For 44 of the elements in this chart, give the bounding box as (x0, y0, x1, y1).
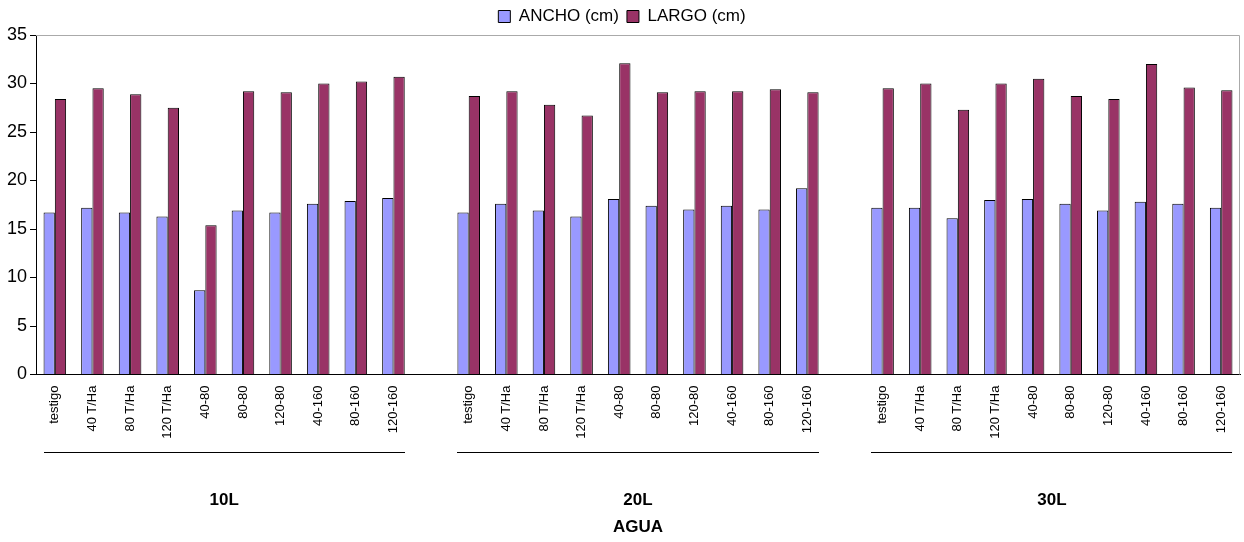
x-tick-label: testigo (460, 385, 476, 424)
text: 10L (209, 490, 239, 510)
x-tick-label: 120 T/Ha (987, 384, 1003, 439)
x-tick-label: 40-160 (1137, 385, 1153, 427)
x-tick-label: 80 T/Ha (121, 384, 137, 432)
x-tick-label: 120-80 (272, 385, 288, 427)
y-tick-label: 15 (6, 217, 28, 238)
x-tick-label: 40-80 (1024, 385, 1040, 419)
x-tick-label: 80 T/Ha (535, 384, 551, 432)
x-tick-label: testigo (874, 385, 890, 424)
x-tick-label: 40 T/Ha (84, 384, 100, 432)
y-tick-label: 25 (6, 120, 28, 141)
y-tick-label: 20 (6, 169, 28, 190)
x-tick-label: 80-80 (648, 385, 664, 419)
text: 20L (623, 490, 653, 510)
text: 30L (1037, 490, 1067, 510)
x-tick-label: 40-80 (610, 385, 626, 419)
x-tick-label: 80-160 (347, 385, 363, 427)
y-tick-label: 10 (6, 266, 28, 287)
x-tick-label: 120-160 (385, 385, 401, 434)
x-tick-label: 120 T/Ha (159, 384, 175, 439)
x-axis-title: AGUA (612, 517, 664, 537)
x-tick-label: 40 T/Ha (497, 384, 513, 432)
x-tick-label: 40-160 (309, 385, 325, 427)
x-tick-label: 120-80 (686, 385, 702, 427)
x-tick-label: 40 T/Ha (911, 384, 927, 432)
x-tick-label: 120-160 (1212, 385, 1228, 434)
y-tick-label: 30 (6, 72, 28, 93)
x-tick-label: 120-80 (1099, 385, 1115, 427)
x-tick-label: 40-80 (196, 385, 212, 419)
x-tick-label: 80-160 (761, 385, 777, 427)
y-tick-label: 5 (17, 314, 28, 335)
x-tick-label: testigo (46, 385, 62, 424)
x-tick-label: 40-160 (723, 385, 739, 427)
x-tick-label: 80-80 (1062, 385, 1078, 419)
x-tick-label: 80-80 (234, 385, 250, 419)
legend-label: ANCHO (cm) (518, 6, 619, 26)
y-tick-label: 0 (17, 363, 28, 384)
x-tick-label: 80 T/Ha (949, 384, 965, 432)
x-tick-label: 120 T/Ha (573, 384, 589, 439)
x-tick-label: 120-160 (798, 385, 814, 434)
x-tick-label: 80-160 (1175, 385, 1191, 427)
y-tick-label: 35 (6, 23, 28, 44)
legend-label: LARGO (cm) (647, 6, 746, 26)
